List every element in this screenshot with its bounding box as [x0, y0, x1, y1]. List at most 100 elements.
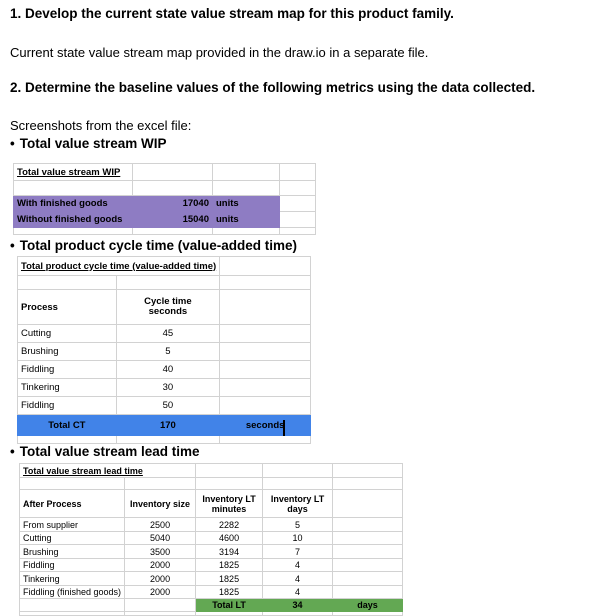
cell-lt-days: 5 [262, 517, 334, 532]
cell-empty [124, 598, 197, 612]
cell-empty [13, 227, 133, 235]
table-row: With finished goods 17040 units [13, 195, 316, 212]
cell-empty [219, 324, 312, 343]
cell-empty [332, 477, 404, 490]
cell-lt-days: 4 [262, 571, 334, 586]
section-heading-2: 2. Determine the baseline values of the … [10, 80, 536, 95]
cell-size: 2500 [124, 517, 197, 532]
column-header-line2: minutes [211, 503, 247, 514]
cell-empty [279, 195, 316, 212]
cell-empty [132, 180, 213, 196]
bullet-label-wip: Total value stream WIP [19, 136, 167, 151]
cell-size: 2000 [124, 558, 197, 572]
cell-empty [332, 571, 404, 586]
bullet-item-lead-time: • Total value stream lead time [10, 444, 200, 460]
lead-time-table: Total value stream lead time After Proce… [18, 463, 404, 616]
cell-empty [219, 342, 312, 361]
cell-empty [279, 163, 316, 181]
table-row [13, 180, 316, 196]
cell-total-unit: seconds [219, 414, 312, 436]
cell-empty [18, 598, 126, 612]
cell-empty [332, 531, 404, 545]
cell-total-label: Total LT [195, 598, 264, 612]
bullet-label-lead-time: Total value stream lead time [19, 444, 200, 459]
cell-empty [219, 256, 312, 276]
cell-empty [212, 163, 280, 181]
table-row: Brushing 5 [17, 342, 312, 361]
column-header-process: Process [17, 289, 117, 325]
table-row: Without finished goods 15040 units [13, 211, 316, 228]
cell-empty [332, 558, 404, 572]
cell-empty [332, 463, 404, 478]
cell-seconds: 40 [115, 360, 221, 379]
cell-lt-minutes: 4600 [195, 531, 264, 545]
table-row: Fiddling 2000 1825 4 [18, 558, 404, 572]
cell-lt-days: 4 [262, 558, 334, 572]
cell-label: With finished goods [13, 195, 133, 212]
table-row: Cutting 5040 4600 10 [18, 531, 404, 545]
cell-process: Tinkering [18, 571, 126, 586]
cell-empty [18, 477, 126, 490]
table-row: Fiddling 50 [17, 396, 312, 415]
cell-total-unit: days [332, 598, 404, 612]
table-row: Tinkering 30 [17, 378, 312, 397]
table-row: Fiddling 40 [17, 360, 312, 379]
cell-empty [13, 180, 133, 196]
cell-empty [115, 275, 221, 290]
cell-process: Fiddling [17, 396, 117, 415]
table-row [17, 275, 312, 290]
table-total-row: Total CT 170 seconds [17, 414, 312, 436]
lead-table-title: Total value stream lead time [23, 465, 143, 476]
cell-size: 5040 [124, 531, 197, 545]
cell-empty [262, 463, 334, 478]
cell-empty [219, 435, 312, 444]
cell-empty [219, 360, 312, 379]
table-row [13, 227, 316, 235]
cell-empty [262, 477, 334, 490]
column-header-inventory-lt-minutes: Inventory LT minutes [195, 489, 264, 518]
cell-empty [219, 378, 312, 397]
cycle-table-title: Total product cycle time (value-added ti… [21, 260, 217, 272]
cell-process: Fiddling [18, 558, 126, 572]
cell-lt-days: 10 [262, 531, 334, 545]
cell-empty [195, 463, 264, 478]
cell-empty [279, 227, 316, 235]
cell-empty [212, 227, 280, 235]
bullet-icon: • [10, 136, 15, 151]
cell-empty [219, 396, 312, 415]
table-row [18, 477, 404, 490]
cycle-table-title-cell: Total product cycle time (value-added ti… [16, 256, 221, 276]
table-row: Brushing 3500 3194 7 [18, 544, 404, 559]
cell-empty [219, 275, 312, 290]
cell-process: Cutting [17, 324, 117, 343]
cell-empty [332, 489, 404, 518]
cell-total-value: 170 [115, 414, 221, 436]
cell-empty [17, 275, 117, 290]
cell-total-value: 34 [262, 598, 334, 612]
cell-seconds: 50 [115, 396, 221, 415]
cell-size: 2000 [124, 585, 197, 599]
cell-lt-minutes: 3194 [195, 544, 264, 559]
table-row: Total product cycle time (value-added ti… [16, 256, 312, 276]
cell-process: Fiddling [17, 360, 117, 379]
table-row: Total value stream WIP [13, 163, 316, 181]
cell-value: 15040 [132, 211, 213, 228]
cell-lt-minutes: 1825 [195, 571, 264, 586]
cell-unit: units [212, 195, 280, 212]
table-header-row: After Process Inventory size Inventory L… [18, 489, 404, 518]
cycle-time-table: Total product cycle time (value-added ti… [16, 256, 312, 444]
cell-empty [212, 180, 280, 196]
cell-lt-minutes: 1825 [195, 585, 264, 599]
cell-unit: units [212, 211, 280, 228]
paragraph-screenshots: Screenshots from the excel file: [10, 118, 192, 133]
cell-seconds: 30 [115, 378, 221, 397]
bullet-item-wip: • Total value stream WIP [10, 136, 167, 152]
cell-process: Tinkering [17, 378, 117, 397]
bullet-item-cycle-time: • Total product cycle time (value-added t… [10, 238, 297, 254]
cell-empty [115, 435, 221, 444]
cell-empty [279, 180, 316, 196]
wip-table: Total value stream WIP With finished goo… [13, 163, 316, 235]
cell-lt-minutes: 2282 [195, 517, 264, 532]
cell-process: Cutting [18, 531, 126, 545]
cell-empty [219, 289, 312, 325]
